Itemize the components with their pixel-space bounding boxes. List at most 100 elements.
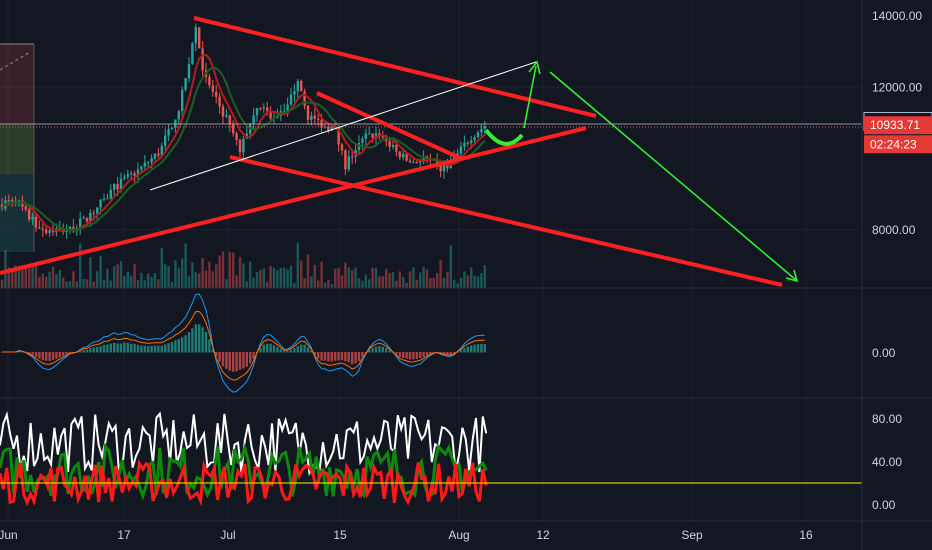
trendline-channel-top[interactable]	[316, 91, 461, 160]
macd-histogram-bar	[55, 352, 58, 359]
volume-bar	[337, 267, 340, 288]
volume-bar	[228, 252, 231, 288]
volume-bar	[232, 252, 235, 288]
candle-body	[194, 27, 197, 44]
volume-bar	[408, 271, 412, 288]
macd-histogram-bar	[289, 349, 293, 353]
volume-bar	[208, 261, 211, 288]
price-axis[interactable]: 14000.00 12000.00 8000.00	[872, 9, 922, 237]
signal-line	[2, 310, 485, 381]
macd-histogram-bar	[140, 345, 143, 353]
macd-histogram-bar	[330, 352, 333, 362]
volume-bar	[402, 277, 405, 288]
candle-body	[422, 156, 425, 161]
volume-bar	[34, 263, 38, 288]
candle-body	[300, 81, 303, 92]
volume-bar	[75, 281, 78, 288]
volume-bar	[317, 280, 320, 288]
macd-histogram-bar	[340, 352, 344, 361]
volume-bar	[483, 265, 486, 288]
candle-body	[184, 78, 187, 90]
macd-histogram-bar	[337, 352, 340, 361]
candle-body	[58, 227, 61, 229]
trendline-channel-bottom[interactable]	[229, 155, 783, 287]
time-tick-label: Jul	[220, 528, 235, 542]
macd-histogram-bar	[272, 345, 276, 353]
volume-bar	[439, 259, 442, 288]
macd-histogram-bar	[259, 348, 262, 353]
time-axis[interactable]: Jun 17 Jul 15 Aug 12 Sep 16	[0, 528, 813, 542]
volume-bar	[204, 270, 208, 288]
candle-body	[170, 127, 174, 130]
macd-histogram-bar	[99, 346, 102, 353]
volume-bar	[45, 276, 48, 288]
macd-histogram-bar	[286, 350, 289, 353]
candle-body	[283, 110, 286, 112]
candle-body	[436, 160, 439, 164]
volume-bar	[283, 267, 286, 288]
candle-body	[41, 228, 44, 230]
candle-body	[317, 118, 320, 120]
volume-bar	[351, 270, 354, 288]
macd-histogram-bar	[313, 352, 316, 356]
macd-histogram-bar	[106, 344, 109, 353]
candle-body	[323, 126, 327, 128]
macd-histogram-bar	[48, 352, 51, 361]
volume-bar	[476, 276, 480, 288]
macd-histogram-bar	[323, 352, 327, 361]
oscillator-tick-label: 80.00	[872, 412, 902, 426]
volume-bar	[164, 264, 167, 288]
macd-histogram-bar	[385, 348, 388, 353]
candle-body	[136, 169, 140, 176]
volume-bar	[374, 267, 378, 288]
candle-body	[408, 160, 412, 163]
volume-bar	[310, 276, 313, 288]
macd-histogram-bar	[232, 352, 235, 372]
volume-bar	[238, 256, 242, 288]
macd-histogram-bar	[306, 347, 310, 353]
volume-bar	[92, 281, 95, 288]
macd-histogram-bar	[279, 348, 282, 353]
trendline-thin-white[interactable]	[149, 61, 537, 191]
macd-histogram-bar	[378, 345, 381, 353]
volume-bar	[174, 260, 177, 288]
volume-bar	[28, 268, 31, 288]
candle-body	[306, 105, 310, 120]
macd-histogram-bar	[21, 351, 24, 353]
volume-bar	[201, 257, 204, 288]
volume-bar	[85, 279, 89, 288]
candle-body	[24, 206, 27, 210]
volume-bar	[422, 266, 425, 288]
candle-body	[130, 173, 133, 175]
candle-body	[269, 111, 272, 119]
volume-bar	[4, 250, 7, 288]
projection-curve[interactable]	[484, 128, 524, 146]
macd-panel	[0, 293, 486, 393]
projection-up-arrow[interactable]	[523, 65, 537, 129]
volume-bar	[31, 266, 34, 288]
macd-histogram-bar	[344, 352, 347, 362]
macd-histogram-bar	[164, 344, 167, 353]
oscillator-panel	[0, 410, 488, 507]
macd-histogram-bar	[157, 345, 160, 353]
volume-bar	[79, 243, 82, 288]
candle-body	[11, 200, 14, 202]
volume-bar	[405, 282, 408, 288]
trendline-drawings[interactable]	[0, 16, 799, 287]
macd-line	[2, 293, 485, 393]
trendline-lower-support[interactable]	[0, 126, 587, 275]
volume-bar	[160, 247, 163, 288]
macd-histogram-bar	[204, 331, 208, 353]
macd-histogram-bar	[184, 335, 187, 353]
macd-histogram-bar	[412, 352, 415, 360]
volume-bar	[272, 267, 276, 288]
macd-histogram-bar	[92, 347, 95, 353]
candle-body	[402, 153, 405, 158]
projection-down-arrow[interactable]	[549, 71, 797, 281]
volume-bar	[459, 277, 463, 288]
candle-body	[221, 106, 225, 117]
candle-body	[140, 166, 143, 170]
volume-bar	[147, 273, 150, 288]
volume-bar	[323, 282, 327, 288]
